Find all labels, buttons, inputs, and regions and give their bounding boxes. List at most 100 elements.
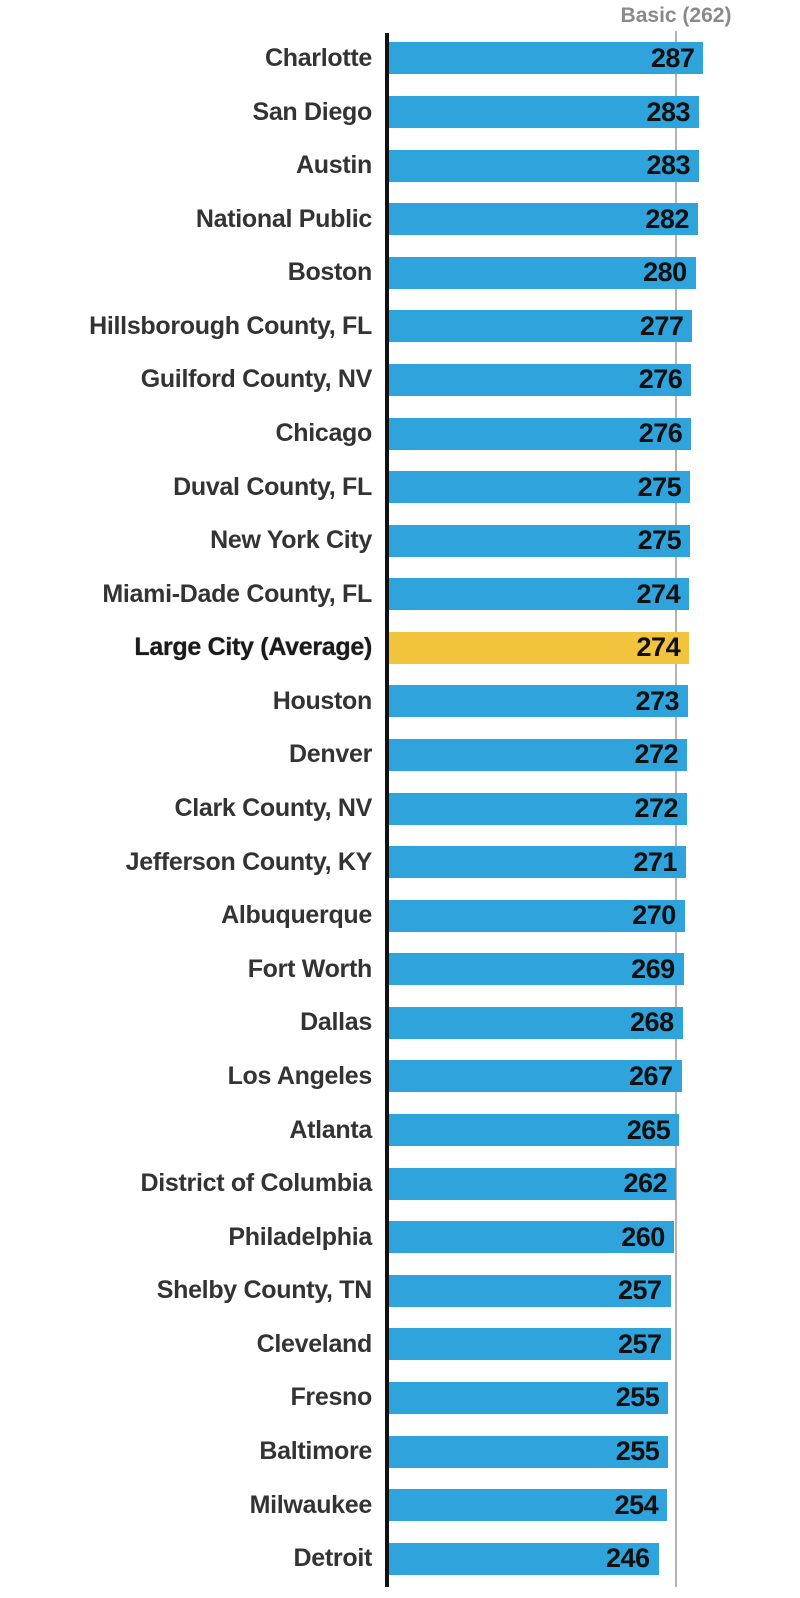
bar-row: Los Angeles 267 (0, 1050, 800, 1104)
bar-row: Austin 283 (0, 139, 800, 193)
category-label: National Public (195, 204, 372, 233)
category-label: Baltimore (259, 1437, 372, 1465)
bar: 254 (389, 1489, 668, 1522)
bar-value-label: 260 (621, 1221, 665, 1252)
bar-value-label: 280 (643, 257, 687, 288)
bar-row: Philadelphia 260 (0, 1210, 800, 1264)
bar-row: Denver 272 (0, 728, 800, 782)
bar-value-label: 267 (628, 1060, 673, 1091)
bar-row: Charlotte 287 (0, 32, 800, 86)
category-label: Fort Worth (247, 954, 373, 983)
bar-value-label: 262 (623, 1168, 667, 1199)
bar: 262 (389, 1167, 676, 1200)
bar: 268 (389, 1006, 683, 1039)
bar-row: Fresno 255 (0, 1371, 800, 1425)
bar-value-label: 277 (639, 310, 684, 341)
bar: 270 (389, 899, 685, 932)
category-label: Los Angeles (227, 1061, 373, 1090)
bar-row: Atlanta 265 (0, 1103, 800, 1157)
category-label: Dallas (300, 1008, 372, 1037)
category-label: Guilford County, NV (140, 365, 373, 394)
bar-row: Baltimore 255 (0, 1425, 800, 1479)
bar-value-label: 287 (650, 42, 695, 73)
bar-value-label: 257 (617, 1328, 662, 1359)
bar: 276 (389, 363, 692, 396)
bar: 275 (389, 471, 691, 504)
bar-value-label: 273 (635, 685, 679, 716)
category-label: District of Columbia (140, 1169, 372, 1198)
bar-value-label: 271 (633, 846, 677, 877)
bar: 260 (389, 1221, 674, 1254)
bar-value-label: 255 (615, 1436, 660, 1466)
bar: 274 (389, 631, 690, 664)
bar: 287 (389, 42, 704, 75)
category-label: Detroit (293, 1544, 373, 1573)
bar: 257 (389, 1328, 671, 1361)
bar-value-label: 272 (634, 739, 678, 770)
bar-value-label: 254 (614, 1489, 659, 1520)
bar: 282 (389, 203, 698, 236)
bar-row: Jefferson County, KY 271 (0, 835, 800, 889)
bar: 277 (389, 310, 693, 343)
category-label: Fresno (290, 1383, 372, 1412)
bar-row: Large City (Average) 274 (0, 621, 800, 675)
category-label: Austin (296, 151, 372, 180)
bar-value-label: 257 (617, 1275, 662, 1306)
bar: 269 (389, 953, 684, 986)
category-label: New York City (210, 526, 372, 555)
bar-row: Miami-Dade County, FL 274 (0, 567, 800, 621)
bar-value-label: 270 (632, 900, 676, 931)
bar: 276 (389, 417, 692, 450)
bar-row: Hillsborough County, FL 277 (0, 300, 800, 354)
category-label: Charlotte (264, 43, 372, 72)
bar: 272 (389, 738, 687, 771)
bar: 272 (389, 792, 687, 825)
bar-value-label: 275 (637, 525, 682, 556)
bar: 265 (389, 1114, 680, 1147)
category-label: Philadelphia (228, 1222, 372, 1251)
bar-row: Fort Worth 269 (0, 943, 800, 997)
bar-value-label: 255 (615, 1382, 660, 1413)
category-label: Hillsborough County, FL (89, 311, 372, 340)
bar: 274 (389, 578, 690, 611)
category-label: Albuquerque (221, 901, 372, 930)
bar-row: Shelby County, TN 257 (0, 1264, 800, 1318)
category-label: Boston (287, 258, 373, 287)
category-label: Clark County, NV (174, 794, 372, 823)
category-label: San Diego (252, 97, 372, 126)
category-label: Milwaukee (249, 1490, 373, 1519)
bar: 280 (389, 256, 696, 289)
bar-value-label: 268 (630, 1007, 674, 1038)
bar-row: Detroit 246 (0, 1532, 800, 1586)
bar-row: Houston 273 (0, 675, 800, 729)
bar-row: Cleveland 257 (0, 1318, 800, 1372)
bar-value-label: 276 (638, 418, 683, 449)
bar: 257 (389, 1274, 671, 1307)
category-label: Chicago (275, 419, 372, 448)
category-label: Denver (289, 740, 372, 769)
bar: 283 (389, 96, 699, 129)
category-label: Atlanta (289, 1115, 372, 1144)
bar-value-label: 274 (636, 578, 681, 609)
bar-rows: Charlotte 287 San Diego 283 Austin 283 N… (0, 32, 800, 1586)
bar-row: Duval County, FL 275 (0, 460, 800, 514)
bar-row: Dallas 268 (0, 996, 800, 1050)
category-label: Jefferson County, KY (125, 847, 373, 876)
category-label: Duval County, FL (173, 472, 372, 501)
category-label: Miami-Dade County, FL (102, 579, 372, 608)
bar-value-label: 282 (645, 203, 689, 234)
bar-row: District of Columbia 262 (0, 1157, 800, 1211)
bar-row: Guilford County, NV 276 (0, 353, 800, 407)
bar-row: San Diego 283 (0, 85, 800, 139)
bar: 267 (389, 1060, 682, 1093)
bar-value-label: 283 (646, 150, 690, 181)
bar-row: Albuquerque 270 (0, 889, 800, 943)
bar: 271 (389, 846, 686, 879)
bar-value-label: 274 (636, 632, 681, 663)
category-label: Cleveland (256, 1329, 373, 1358)
bar-value-label: 272 (634, 793, 678, 824)
bar: 255 (389, 1381, 669, 1414)
category-axis-line (385, 33, 389, 1587)
bar-value-label: 275 (637, 471, 682, 502)
